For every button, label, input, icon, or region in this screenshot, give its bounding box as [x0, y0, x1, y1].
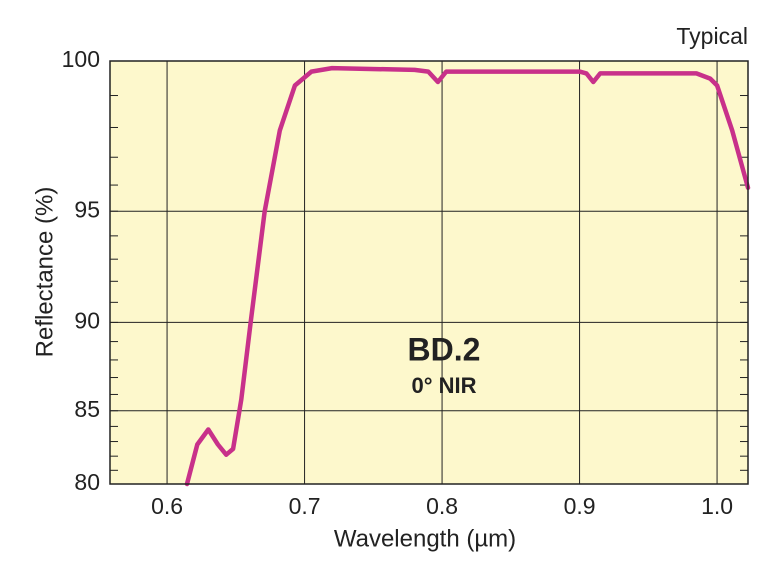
x-tick-label: 1.0 [701, 493, 733, 519]
data-line [184, 65, 751, 487]
y-axis-label: Reflectance (%) [31, 187, 58, 358]
x-tick-label: 0.6 [151, 493, 183, 519]
x-tick-label: 0.7 [289, 493, 321, 519]
plot-area [110, 61, 748, 484]
y-tick-label: 85 [74, 396, 100, 422]
y-tick-label: 80 [74, 469, 100, 495]
plot-border [109, 60, 749, 485]
y-tick-label: 100 [62, 46, 100, 72]
y-tick-label: 90 [74, 307, 100, 333]
chart-subtitle: 0° NIR [411, 373, 476, 398]
x-tick-label: 0.9 [564, 493, 596, 519]
x-axis-label: Wavelength (µm) [334, 525, 516, 552]
annotation: Typical [676, 23, 748, 49]
x-tick-label: 0.8 [426, 493, 458, 519]
y-tick-label: 95 [74, 196, 100, 222]
chart-title: BD.2 [408, 331, 481, 367]
